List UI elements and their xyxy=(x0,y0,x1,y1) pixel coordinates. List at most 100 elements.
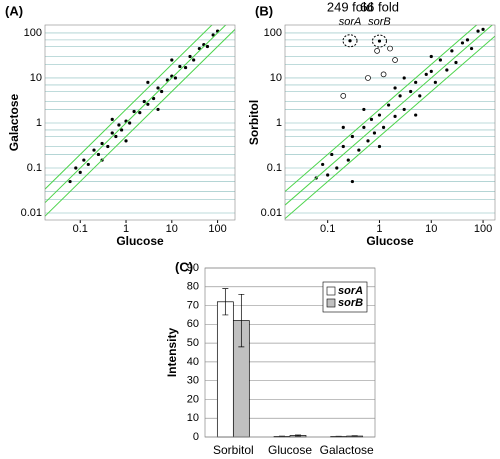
y-axis-label: Intensity xyxy=(165,328,179,378)
point xyxy=(100,141,104,146)
point xyxy=(128,121,132,125)
point xyxy=(418,94,422,98)
error-bar xyxy=(295,434,301,437)
point xyxy=(92,148,96,152)
point xyxy=(178,64,182,69)
point xyxy=(465,38,470,42)
y-tick-label: 50 xyxy=(187,337,199,349)
point xyxy=(160,89,164,94)
point xyxy=(414,113,418,117)
error-bar xyxy=(222,288,229,316)
annotation-text: 66 fold xyxy=(360,0,399,14)
point xyxy=(117,123,121,127)
fold-line xyxy=(285,25,478,192)
point xyxy=(381,125,386,129)
y-axis-label: Galactose xyxy=(7,93,21,151)
highlight-point xyxy=(365,75,371,81)
y-tick-label: 90 xyxy=(187,262,199,274)
point xyxy=(454,60,458,65)
y-tick-label: 70 xyxy=(187,299,199,311)
y-tick-label: 100 xyxy=(24,27,42,39)
point xyxy=(96,152,101,157)
point xyxy=(369,117,374,122)
fold-line xyxy=(285,35,495,220)
highlight-point xyxy=(387,45,393,52)
point xyxy=(146,80,150,84)
point xyxy=(469,46,474,51)
point xyxy=(86,162,90,167)
point xyxy=(377,113,382,117)
point xyxy=(138,111,142,115)
legend-swatch xyxy=(326,286,336,296)
y-tick-label: 20 xyxy=(187,393,199,405)
point xyxy=(393,114,397,118)
legend-swatch xyxy=(326,298,336,308)
y-tick-label: 10 xyxy=(30,72,42,84)
legend-label: sorB xyxy=(338,297,363,309)
point xyxy=(114,134,118,139)
point xyxy=(429,54,433,59)
point xyxy=(326,173,330,177)
point xyxy=(132,109,136,114)
point xyxy=(119,128,124,132)
x-axis-label: Glucose xyxy=(116,234,164,248)
point xyxy=(409,89,413,94)
point xyxy=(78,170,82,174)
x-tick-label: 0.1 xyxy=(73,223,88,235)
point xyxy=(146,102,150,106)
point xyxy=(372,131,377,135)
highlight-point xyxy=(374,47,380,54)
x-axis-label: Glucose xyxy=(366,234,414,248)
point xyxy=(165,78,169,82)
fold-line xyxy=(45,29,235,217)
point xyxy=(205,44,210,49)
point xyxy=(142,99,146,104)
y-tick-label: 0.01 xyxy=(21,207,42,219)
annotation-point xyxy=(377,39,382,43)
point xyxy=(124,139,128,143)
bar xyxy=(216,301,234,438)
y-tick-label: 100 xyxy=(264,27,282,39)
point xyxy=(402,107,406,112)
point xyxy=(414,80,418,84)
point xyxy=(366,139,370,143)
point xyxy=(445,68,449,72)
y-tick-label: 0.01 xyxy=(261,207,282,219)
point xyxy=(362,107,366,112)
point xyxy=(211,33,215,37)
point xyxy=(82,158,86,162)
panel-label: (B) xyxy=(255,3,273,18)
error-bar xyxy=(238,293,245,348)
point xyxy=(433,80,437,84)
legend-label: sorA xyxy=(338,285,363,297)
point xyxy=(335,166,339,170)
point xyxy=(460,41,465,45)
y-tick-label: 1 xyxy=(276,117,282,129)
point xyxy=(341,144,345,149)
point xyxy=(156,86,160,90)
x-tick-label: Glucose xyxy=(268,443,312,457)
highlight-point xyxy=(340,93,347,99)
panel-label: (C) xyxy=(175,259,193,274)
x-tick-label: Sorbitol xyxy=(213,443,254,457)
point xyxy=(321,162,325,167)
plot xyxy=(285,25,495,220)
point xyxy=(110,117,114,122)
y-tick-label: 40 xyxy=(187,356,199,368)
point xyxy=(438,58,442,62)
y-tick-label: 30 xyxy=(187,375,199,387)
point xyxy=(377,144,382,149)
point xyxy=(156,107,160,112)
point xyxy=(68,179,72,184)
point xyxy=(170,58,174,62)
y-tick-label: 10 xyxy=(187,412,199,424)
y-tick-label: 60 xyxy=(187,318,199,330)
plot-frame xyxy=(204,267,376,438)
point xyxy=(362,125,366,129)
point xyxy=(110,131,114,135)
fold-line xyxy=(45,25,227,204)
point xyxy=(386,103,391,107)
point xyxy=(188,54,192,59)
point xyxy=(429,69,433,73)
